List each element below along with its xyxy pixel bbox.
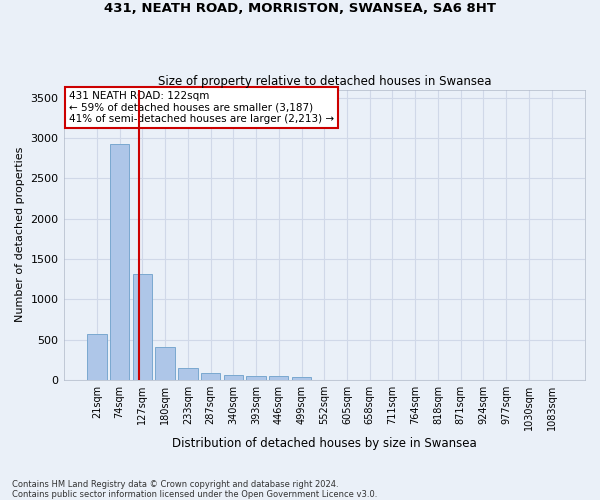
Bar: [155, 347, 175, 380]
Y-axis label: Number of detached properties: Number of detached properties: [15, 147, 25, 322]
Bar: [224, 375, 243, 380]
Title: Size of property relative to detached houses in Swansea: Size of property relative to detached ho…: [158, 76, 491, 88]
Bar: [178, 368, 197, 380]
Text: 431, NEATH ROAD, MORRISTON, SWANSEA, SA6 8HT: 431, NEATH ROAD, MORRISTON, SWANSEA, SA6…: [104, 2, 496, 16]
Bar: [110, 144, 130, 380]
Text: 431 NEATH ROAD: 122sqm
← 59% of detached houses are smaller (3,187)
41% of semi-: 431 NEATH ROAD: 122sqm ← 59% of detached…: [69, 91, 334, 124]
Bar: [269, 376, 289, 380]
Text: Contains HM Land Registry data © Crown copyright and database right 2024.
Contai: Contains HM Land Registry data © Crown c…: [12, 480, 377, 499]
Bar: [247, 376, 266, 380]
X-axis label: Distribution of detached houses by size in Swansea: Distribution of detached houses by size …: [172, 437, 476, 450]
Bar: [292, 377, 311, 380]
Bar: [201, 374, 220, 380]
Bar: [133, 274, 152, 380]
Bar: [87, 334, 107, 380]
